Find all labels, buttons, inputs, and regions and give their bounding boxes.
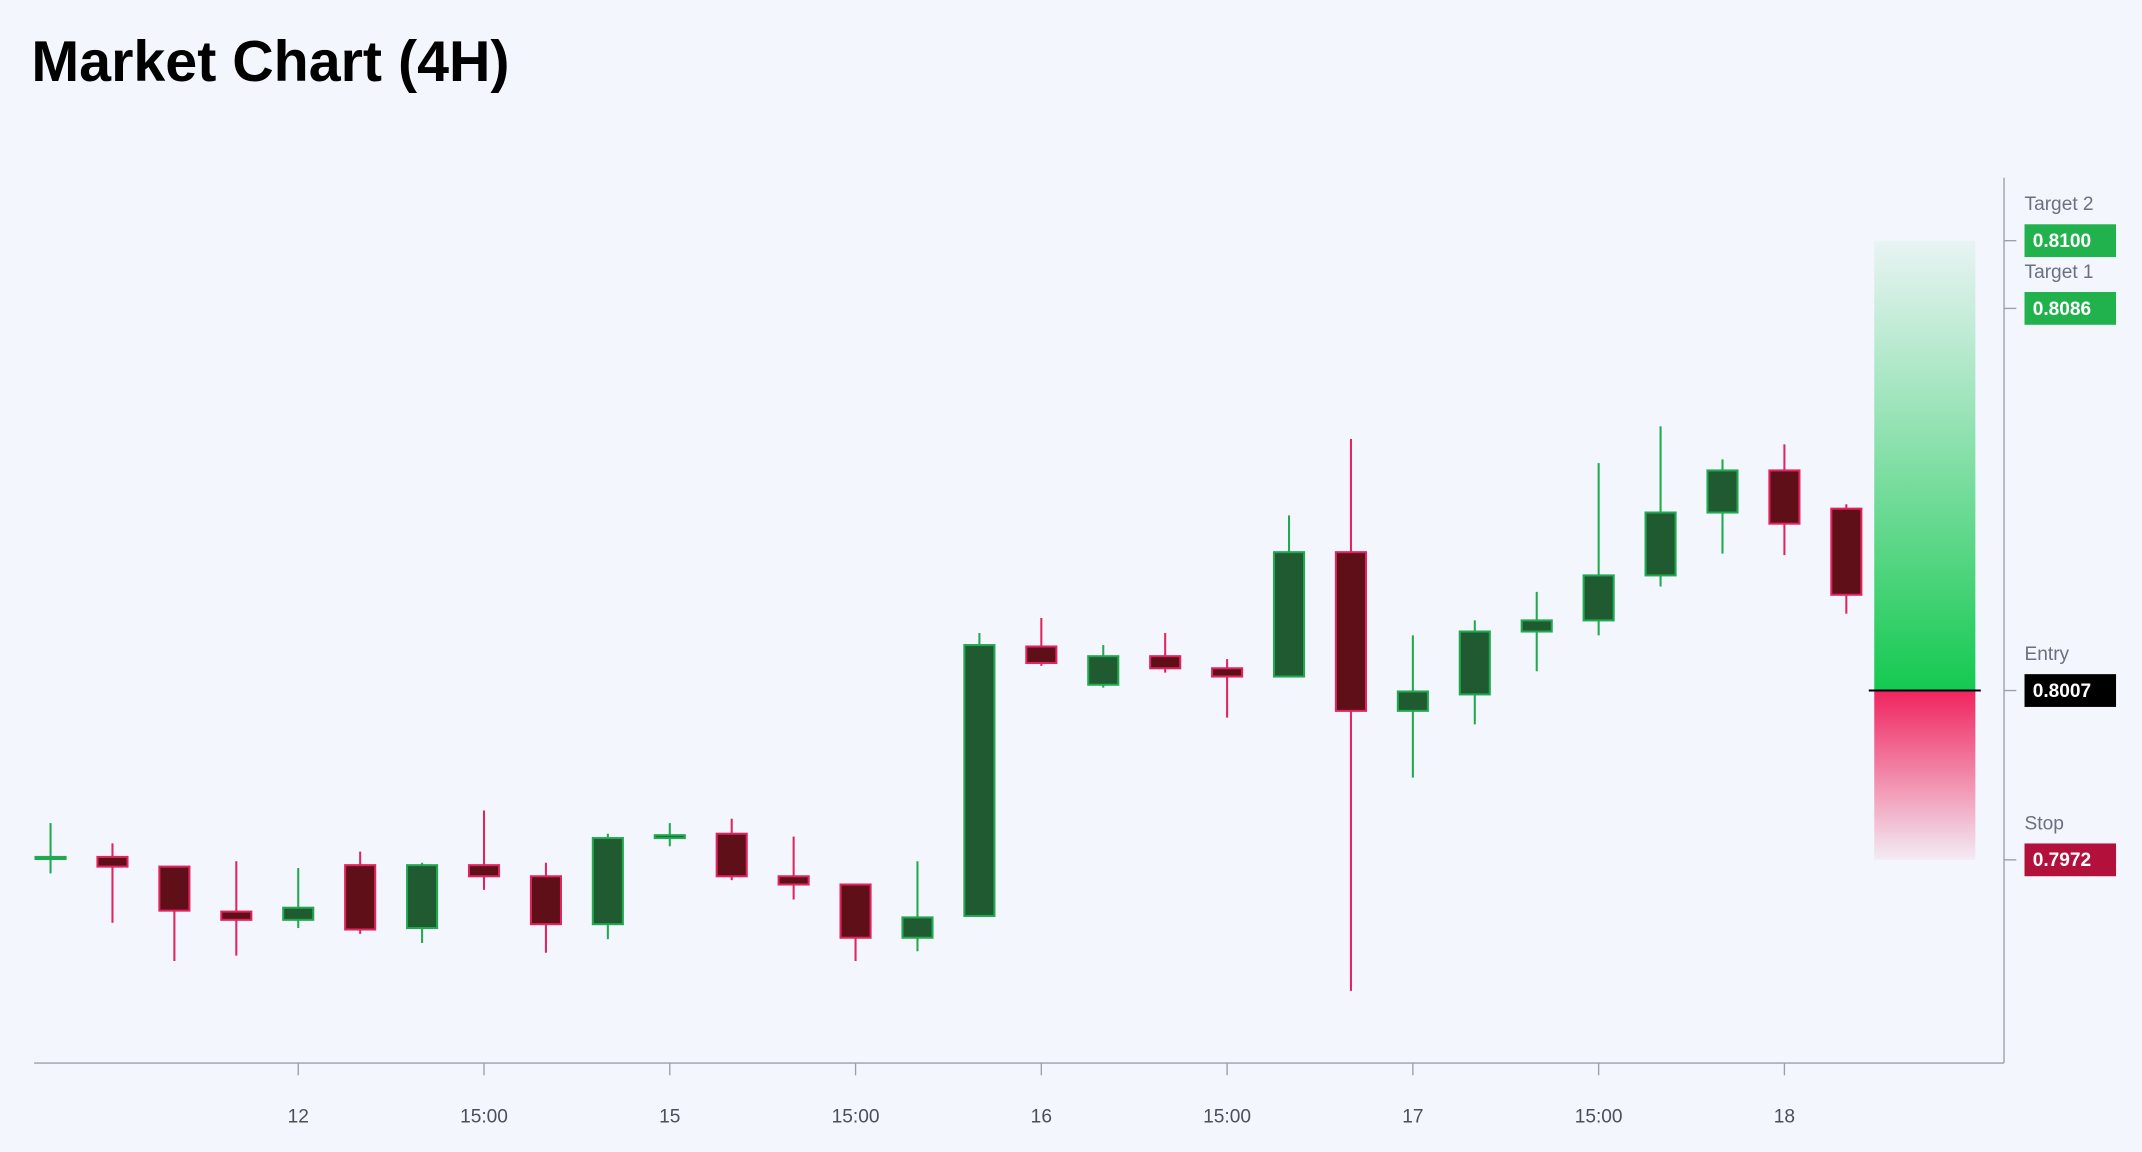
candle-body	[1087, 655, 1120, 686]
candle-body	[715, 832, 748, 878]
candle-body	[158, 865, 191, 912]
profit-zone	[1874, 240, 1976, 691]
price-tag	[2024, 674, 2117, 707]
candle-body	[591, 837, 624, 926]
candle-body	[1582, 574, 1615, 622]
candle-body	[901, 916, 934, 939]
candle-body	[1272, 551, 1306, 678]
candle-body	[282, 906, 315, 921]
candle-body	[529, 875, 562, 926]
level-name: Entry	[2025, 644, 2070, 665]
candle-body	[1830, 507, 1863, 596]
candle-body	[653, 834, 686, 840]
loss-zone	[1874, 690, 1976, 860]
x-tick-label: 18	[1774, 1107, 1795, 1128]
candle-body	[963, 644, 996, 917]
candle-body	[1520, 619, 1553, 633]
x-tick-label: 17	[1402, 1107, 1423, 1128]
x-tick-label: 15:00	[460, 1107, 508, 1128]
level-name: Target 2	[2025, 194, 2094, 215]
candle-body	[467, 864, 501, 878]
x-tick-label: 15:00	[832, 1107, 880, 1128]
x-tick-label: 15:00	[1575, 1107, 1623, 1128]
price-tag	[2024, 292, 2117, 325]
candle-body	[1706, 469, 1739, 514]
price-tag	[2024, 843, 2117, 877]
level-name: Stop	[2025, 813, 2064, 834]
price-tag-label: 0.8100	[2033, 231, 2091, 252]
candle-body	[344, 864, 377, 931]
candle-body	[1458, 630, 1491, 696]
candle-body	[777, 875, 810, 886]
x-tick-label: 15	[659, 1107, 680, 1128]
chart-title: Market Chart (4H)	[31, 30, 509, 94]
candle-body	[1644, 511, 1677, 577]
candle-body	[34, 855, 67, 861]
x-tick-label: 15:00	[1203, 1107, 1251, 1128]
candle-body	[1768, 469, 1801, 525]
candle-body	[220, 910, 253, 921]
candle-body	[839, 883, 872, 939]
x-tick-label: 12	[288, 1107, 309, 1128]
price-tag	[2024, 224, 2117, 258]
candle-body	[96, 855, 129, 868]
candle-body	[406, 864, 439, 930]
candle-body	[1211, 667, 1244, 678]
level-name: Target 1	[2025, 262, 2094, 283]
price-tag-label: 0.7972	[2033, 850, 2091, 871]
candle-body	[1396, 690, 1429, 712]
price-tag-label: 0.8007	[2033, 681, 2091, 702]
candle-body	[1334, 551, 1368, 712]
x-tick-label: 16	[1031, 1107, 1052, 1128]
candle-body	[1149, 655, 1182, 670]
price-tag-label: 0.8086	[2033, 299, 2091, 320]
candle-body	[1025, 645, 1058, 664]
